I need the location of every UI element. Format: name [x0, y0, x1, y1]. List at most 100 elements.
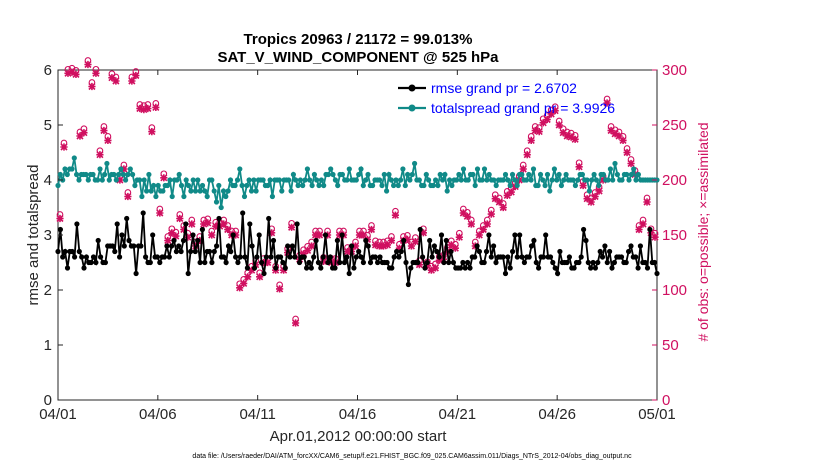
- series-point: [83, 254, 89, 260]
- obs-marker: [144, 101, 152, 113]
- series-point: [321, 182, 327, 189]
- series-point: [55, 182, 61, 189]
- series-point: [235, 259, 241, 266]
- obs-assimilated-marker: [343, 247, 352, 256]
- obs-marker: [172, 228, 180, 240]
- series-point: [356, 171, 362, 178]
- series-point: [322, 232, 329, 238]
- obs-assimilated-marker: [164, 236, 172, 245]
- series-point: [593, 177, 600, 183]
- obs-assimilated-marker: [475, 231, 483, 239]
- series-point: [85, 177, 91, 183]
- series-point: [618, 254, 625, 260]
- obs-marker: [315, 227, 324, 239]
- obs-marker: [607, 123, 615, 135]
- series-point: [225, 188, 231, 194]
- series-point: [157, 259, 163, 266]
- series-point: [171, 237, 177, 244]
- series-point: [327, 254, 333, 260]
- series-point: [628, 171, 635, 178]
- series-point: [607, 248, 613, 255]
- obs-assimilated-marker: [387, 236, 396, 245]
- series-point: [430, 182, 436, 189]
- series-point: [273, 265, 279, 271]
- obs-marker: [459, 205, 467, 217]
- series-point: [486, 171, 492, 178]
- series-point: [241, 193, 248, 200]
- obs-assimilated-marker: [415, 261, 423, 269]
- series-point: [421, 182, 427, 189]
- obs-assimilated-marker: [535, 128, 543, 136]
- series-point: [400, 166, 406, 172]
- series-point: [167, 177, 173, 183]
- series-point: [64, 265, 71, 271]
- obs-marker: [188, 216, 196, 228]
- series-point: [349, 243, 355, 249]
- series-point: [531, 237, 537, 244]
- obs-marker: [451, 240, 459, 252]
- series-point: [472, 254, 478, 260]
- series-point: [173, 248, 179, 255]
- series-point: [318, 265, 324, 271]
- obs-assimilated-marker: [555, 121, 563, 129]
- series-point: [544, 171, 551, 178]
- series-point: [121, 243, 127, 249]
- series-point: [500, 254, 506, 260]
- series-point: [391, 254, 397, 260]
- x-tick-label: 04/16: [339, 406, 377, 423]
- obs-marker: [491, 191, 499, 203]
- series-point: [76, 248, 82, 255]
- obs-assimilated-marker: [132, 71, 140, 80]
- obs-assimilated-marker: [603, 99, 611, 107]
- obs-assimilated-marker: [375, 242, 384, 250]
- series-point: [523, 177, 530, 183]
- obs-assimilated-marker: [236, 284, 244, 292]
- series-point: [635, 171, 642, 178]
- obs-assimilated-marker: [292, 319, 300, 327]
- series-point: [628, 243, 634, 249]
- obs-assimilated-marker: [244, 273, 252, 281]
- series-point: [176, 171, 182, 178]
- series-point: [519, 254, 525, 260]
- obs-marker: [467, 216, 475, 228]
- obs-assimilated-marker: [543, 115, 551, 124]
- series-point: [470, 171, 476, 178]
- obs-assimilated-marker: [587, 198, 595, 206]
- obs-assimilated-marker: [116, 176, 124, 184]
- series-point: [307, 177, 313, 183]
- series-point: [502, 171, 509, 178]
- series-point: [426, 177, 432, 183]
- y-tick-label: 0: [44, 392, 52, 409]
- series-point: [209, 259, 215, 266]
- series-point: [571, 265, 577, 271]
- obs-marker: [276, 281, 284, 293]
- series-point: [415, 259, 421, 266]
- series-point: [474, 243, 480, 249]
- series-point: [476, 248, 482, 255]
- obs-assimilated-marker: [599, 176, 607, 184]
- series-point: [398, 177, 404, 183]
- obs-marker: [627, 156, 635, 168]
- series-point: [358, 254, 364, 260]
- x-tick-label: 04/21: [439, 406, 477, 423]
- series-point: [600, 171, 607, 178]
- obs-marker: [160, 170, 168, 182]
- series-point: [540, 177, 546, 183]
- series-point: [315, 259, 321, 266]
- series-point: [126, 237, 132, 244]
- obs-assimilated-marker: [152, 103, 160, 111]
- series-point: [166, 254, 172, 260]
- obs-marker: [519, 161, 527, 173]
- series-point: [223, 193, 229, 200]
- series-point: [502, 270, 509, 277]
- obs-marker: [60, 139, 68, 151]
- series-point: [304, 166, 310, 172]
- obs-marker: [288, 219, 296, 231]
- chart-title: Tropics 20963 / 21172 = 99.013%: [244, 31, 473, 48]
- series-point: [572, 182, 579, 189]
- series-point: [237, 166, 243, 172]
- series-point: [444, 188, 450, 194]
- series-point: [602, 243, 608, 249]
- series-point: [386, 171, 392, 178]
- obs-assimilated-marker: [311, 231, 320, 239]
